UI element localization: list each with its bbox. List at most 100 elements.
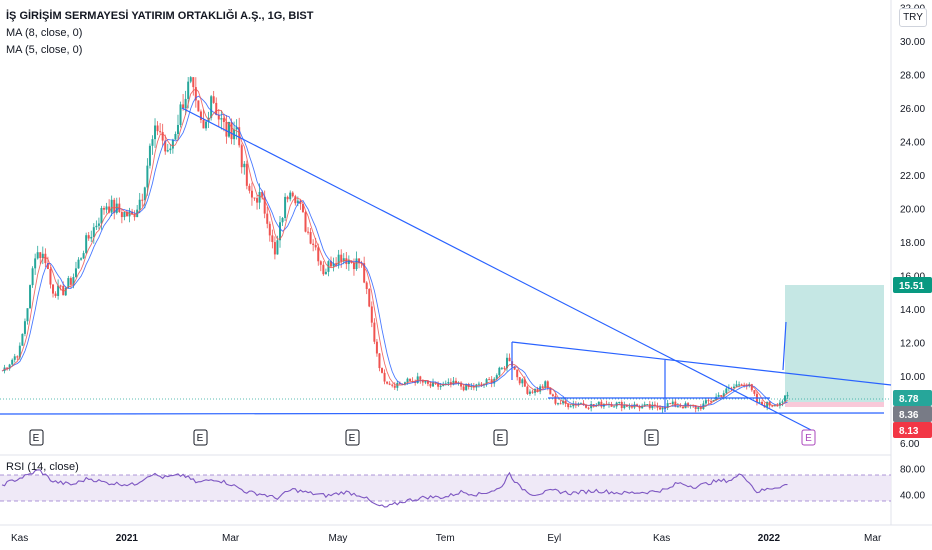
candle-body — [49, 268, 52, 285]
candle-body — [398, 382, 401, 384]
candle-body — [248, 185, 251, 191]
candle-body — [143, 187, 146, 200]
candle-body — [222, 118, 225, 122]
upper-triangle-line[interactable] — [511, 341, 892, 386]
candle-body — [345, 258, 348, 265]
candle-body — [643, 404, 646, 406]
candle-body — [253, 197, 256, 199]
candle-body — [199, 111, 202, 120]
price-tick-label: 28.00 — [900, 71, 925, 82]
candle-body — [16, 356, 19, 358]
candle-body — [386, 381, 389, 384]
candle-body — [358, 258, 361, 263]
candle-body — [332, 263, 335, 267]
upcoming-earnings-marker[interactable] — [801, 429, 816, 446]
candle-body — [340, 254, 343, 262]
candle-body — [572, 403, 575, 407]
candle-body — [536, 388, 539, 392]
candle-body — [462, 386, 465, 391]
candle-body — [722, 393, 725, 397]
candle-body — [169, 148, 172, 151]
ma-price-tag: 8.36 — [893, 406, 932, 422]
candle-body — [240, 145, 243, 168]
candle-body — [559, 403, 562, 405]
candle-body — [758, 401, 761, 403]
earnings-marker[interactable] — [493, 429, 508, 446]
candle-body — [383, 372, 386, 382]
support-line[interactable] — [0, 412, 885, 415]
ma8-legend[interactable]: MA (8, close, 0) — [6, 27, 83, 39]
candle-body — [110, 199, 113, 213]
earnings-marker-label: E — [349, 433, 356, 444]
projection-line[interactable] — [782, 321, 787, 371]
candle-body — [11, 359, 14, 365]
earnings-marker[interactable] — [29, 429, 44, 446]
candle-body — [258, 191, 261, 203]
candle-body — [355, 258, 358, 270]
candle-body — [18, 345, 21, 358]
candle-body — [432, 382, 435, 387]
candle-body — [391, 384, 394, 386]
candle-body — [289, 192, 292, 200]
descending-trendline[interactable] — [181, 107, 816, 433]
currency-button[interactable]: TRY — [899, 8, 927, 27]
price-tick-label: 12.00 — [900, 339, 925, 350]
candle-body — [21, 333, 24, 346]
candle-body — [23, 321, 26, 334]
time-tick-label: 2021 — [116, 533, 139, 544]
candle-body — [317, 247, 320, 262]
candle-body — [202, 119, 205, 129]
candle-body — [82, 253, 85, 259]
candle-body — [480, 383, 483, 385]
rsi-axis-ticks: 80.00 40.00 — [900, 465, 925, 502]
symbol-title[interactable]: İŞ GİRİŞİM SERMAYESİ YATIRIM ORTAKLIĞI A… — [6, 10, 314, 22]
candle-body — [62, 285, 65, 296]
candle-body — [97, 223, 100, 226]
candle-body — [263, 196, 266, 214]
candle-body — [735, 384, 738, 387]
time-tick-label: Mar — [864, 533, 882, 544]
time-tick-label: May — [329, 533, 348, 544]
candle-body — [342, 258, 345, 262]
ma-price-text: 8.36 — [899, 410, 919, 421]
candle-body — [687, 403, 690, 406]
candle-body — [13, 356, 16, 360]
candle-body — [250, 190, 253, 198]
candle-body — [549, 387, 552, 395]
candle-body — [365, 282, 368, 290]
candle-body — [179, 104, 182, 125]
stop-zone[interactable] — [785, 402, 884, 407]
candle-body — [189, 77, 192, 82]
candle-body — [623, 404, 626, 408]
candle-body — [322, 264, 325, 275]
candle-body — [641, 405, 644, 409]
candle-body — [766, 401, 769, 408]
ma5-legend[interactable]: MA (5, close, 0) — [6, 44, 83, 56]
candle-body — [750, 384, 753, 391]
candle-body — [523, 379, 526, 387]
earnings-marker[interactable] — [193, 429, 208, 446]
candle-body — [210, 96, 213, 118]
target-zone[interactable] — [785, 285, 884, 402]
earnings-marker[interactable] — [345, 429, 360, 446]
candle-body — [613, 406, 616, 408]
candle-body — [245, 163, 248, 186]
candle-body — [661, 407, 664, 410]
earnings-marker[interactable] — [644, 429, 659, 446]
candle-body — [294, 196, 297, 204]
candle-body — [337, 254, 340, 265]
rsi-legend[interactable]: RSI (14, close) — [6, 461, 79, 473]
rsi-line — [1, 469, 788, 508]
target-price-text: 15.51 — [899, 281, 924, 292]
candle-body — [352, 262, 355, 270]
candle-body — [212, 96, 215, 103]
candle-body — [666, 403, 669, 408]
candle-body — [771, 405, 774, 407]
candle-body — [312, 243, 315, 245]
candle-body — [505, 357, 508, 369]
candle-body — [628, 406, 631, 408]
candle-body — [684, 403, 687, 409]
candle-body — [52, 284, 55, 294]
candle-body — [567, 403, 570, 408]
candle-body — [694, 405, 697, 409]
